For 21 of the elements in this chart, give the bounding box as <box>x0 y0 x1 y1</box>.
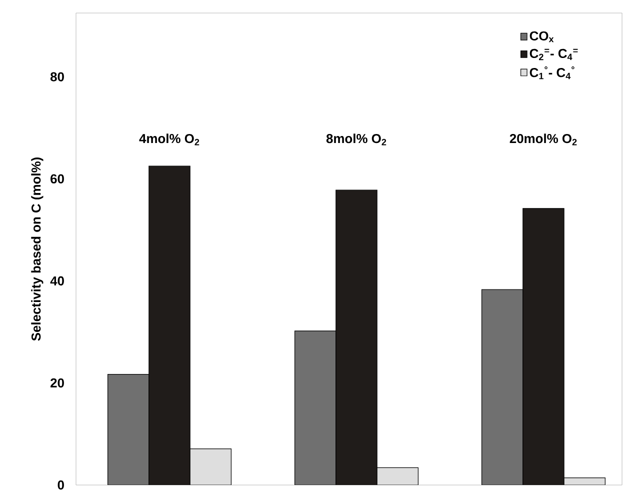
bar <box>522 208 564 485</box>
bar <box>148 166 190 485</box>
x-tick-label: 8mol% O$_{2}$ <box>326 134 386 146</box>
legend-label: C$_{2}$$^{=}$- C$_{4}$= <box>530 48 578 60</box>
legend-label: C$_{1}$$^{°}$- C$_{4}$° <box>530 66 574 80</box>
bar <box>294 330 336 485</box>
y-tick-label: 0 <box>58 480 64 490</box>
y-tick-label: 60 <box>50 174 64 184</box>
y-tick-label: 20 <box>50 378 64 388</box>
bar <box>376 467 418 485</box>
bar <box>564 478 606 485</box>
y-tick-label: 80 <box>50 72 64 82</box>
bar <box>190 448 232 485</box>
y-axis-title: Selectivity based on C (mol%) <box>31 158 44 341</box>
x-tick-label: 20mol% O$_{2}$ <box>510 134 577 146</box>
bar <box>107 374 150 485</box>
bar <box>336 190 378 485</box>
x-tick-label: 4mol% O$_{2}$ <box>139 134 200 146</box>
legend-label: CO$_{x}$ <box>530 31 554 42</box>
y-tick-label: 40 <box>50 276 64 286</box>
bar <box>481 289 524 485</box>
